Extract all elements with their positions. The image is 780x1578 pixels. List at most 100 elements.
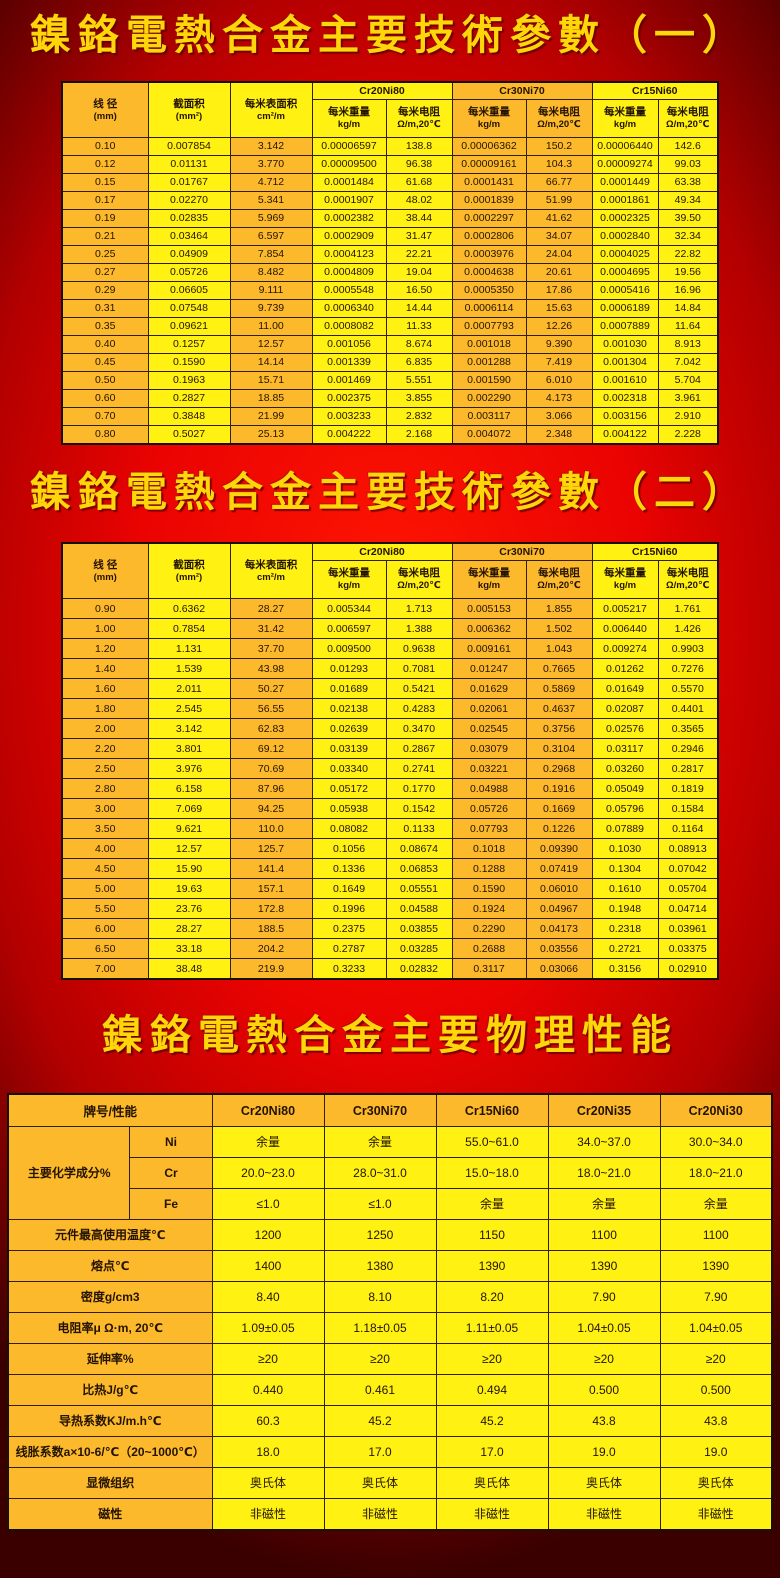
table-cell: 0.25 xyxy=(61,245,149,265)
table-cell: 7.419 xyxy=(525,353,593,373)
table-cell: 94.25 xyxy=(229,798,313,820)
table-cell: 8.10 xyxy=(323,1281,437,1314)
table-cell: 0.0006189 xyxy=(591,299,659,319)
table-row: 0.90 0.6362 28.27 0.005344 1.713 0.005153 1.85… xyxy=(61,598,719,620)
table-cell: 0.07419 xyxy=(525,858,593,880)
table-row: 2.00 3.142 62.83 0.02639 0.3470 0.02545 0.3756… xyxy=(61,718,719,740)
table-row: 0.17 0.02270 5.341 0.0001907 48.02 0.0001839 5… xyxy=(61,191,719,211)
table-cell: 0.1288 xyxy=(451,858,527,880)
col-header-cr20ni35: Cr20Ni35 xyxy=(547,1093,661,1128)
table-cell: 0.02270 xyxy=(147,191,231,211)
sub-header-weight: 每米重量 kg/m xyxy=(311,560,387,600)
table-cell: 5.551 xyxy=(385,371,453,391)
table-cell: 1.80 xyxy=(61,698,149,720)
table-cell: 0.2787 xyxy=(311,938,387,960)
table-cell: 7.042 xyxy=(657,353,719,373)
table-cell: 0.7081 xyxy=(385,658,453,680)
table-cell: 43.8 xyxy=(547,1405,661,1438)
table-cell: 14.84 xyxy=(657,299,719,319)
table-cell: 2.20 xyxy=(61,738,149,760)
sub-header-resistance: 每米电阻 Ω/m,20℃ xyxy=(657,560,719,600)
table-row: 5.00 19.63 157.1 0.1649 0.05551 0.1590 0.06010… xyxy=(61,878,719,900)
table-cell: 0.002318 xyxy=(591,389,659,409)
table-cell: 0.5869 xyxy=(525,678,593,700)
col-header-wire-diameter: 线 径 (mm) xyxy=(61,81,149,139)
col-header-cr20ni80: Cr20Ni80 xyxy=(211,1093,325,1128)
table-cell: 0.001590 xyxy=(451,371,527,391)
table-cell: 1.40 xyxy=(61,658,149,680)
physical-props-table: 牌号/性能 Cr20Ni80 Cr30Ni70 Cr15Ni60 Cr20Ni3… xyxy=(6,1093,773,1532)
table-cell: 0.5421 xyxy=(385,678,453,700)
table-cell: 0.15 xyxy=(61,173,149,193)
sub-header-weight: 每米重量 kg/m xyxy=(451,560,527,600)
table-cell: 0.05938 xyxy=(311,798,387,820)
table-cell: 0.001056 xyxy=(311,335,387,355)
table-cell: 1.09±0.05 xyxy=(211,1312,325,1345)
table-cell: 0.00009500 xyxy=(311,155,387,175)
tech-params-table-1: 线 径 (mm) 截面积 (mm²) 每米表面积 cm²/m Cr20Ni80 Cr3… xyxy=(61,81,719,446)
sub-header-resistance: 每米电阻 Ω/m,20℃ xyxy=(657,99,719,139)
table-cell: 奥氏体 xyxy=(547,1467,661,1500)
table-cell: 0.002375 xyxy=(311,389,387,409)
sub-header-weight: 每米重量 kg/m xyxy=(591,560,659,600)
table-cell: 3.50 xyxy=(61,818,149,840)
table-cell: 0.461 xyxy=(323,1374,437,1407)
row-label: 显微组织 xyxy=(7,1467,213,1500)
table-cell: 0.01293 xyxy=(311,658,387,680)
table-row: 0.31 0.07548 9.739 0.0006340 14.44 0.0006114 1… xyxy=(61,299,719,319)
table-cell: 0.2946 xyxy=(657,738,719,760)
table-cell: 0.005344 xyxy=(311,598,387,620)
table-row: 6.50 33.18 204.2 0.2787 0.03285 0.2688 0.03556… xyxy=(61,938,719,960)
table-cell: 非磁性 xyxy=(323,1498,437,1531)
table-cell: 3.855 xyxy=(385,389,453,409)
table-cell: 1.04±0.05 xyxy=(547,1312,661,1345)
table-cell: 5.341 xyxy=(229,191,313,211)
table-cell: 34.07 xyxy=(525,227,593,247)
table-cell: 3.066 xyxy=(525,407,593,427)
table-cell: 0.00009274 xyxy=(591,155,659,175)
table-cell: 28.27 xyxy=(229,598,313,620)
table-cell: 0.03139 xyxy=(311,738,387,760)
table-cell: 0.2827 xyxy=(147,389,231,409)
table-cell: 16.50 xyxy=(385,281,453,301)
spec-sheet-page: 鎳鉻電熱合金主要技術參數（一） 线 径 (mm) 截面积 (mm²) 每米表面积 cm… xyxy=(6,11,773,1532)
row-label: 密度g/cm3 xyxy=(7,1281,213,1314)
table-cell: 3.00 xyxy=(61,798,149,820)
table-cell: 0.5027 xyxy=(147,425,231,445)
table-cell: 3.142 xyxy=(147,718,231,740)
table-cell: 0.001339 xyxy=(311,353,387,373)
table-cell: 0.9638 xyxy=(385,638,453,660)
table-cell: 69.12 xyxy=(229,738,313,760)
table-cell: 0.00006597 xyxy=(311,137,387,157)
table-cell: 0.3233 xyxy=(311,958,387,980)
table-cell: 8.40 xyxy=(211,1281,325,1314)
table-row: 0.12 0.01131 3.770 0.00009500 96.38 0.0000916… xyxy=(61,155,719,175)
table-cell: 1250 xyxy=(323,1219,437,1252)
table-cell: 8.482 xyxy=(229,263,313,283)
table-cell: 31.42 xyxy=(229,618,313,640)
table-row: 0.25 0.04909 7.854 0.0004123 22.21 0.0003976 2… xyxy=(61,245,719,265)
table-cell: 0.01767 xyxy=(147,173,231,193)
table-cell: 0.1819 xyxy=(657,778,719,800)
table-cell: 0.01689 xyxy=(311,678,387,700)
table-cell: 14.44 xyxy=(385,299,453,319)
table-row: 0.45 0.1590 14.14 0.001339 6.835 0.001288 7.41… xyxy=(61,353,719,373)
table-row: 0.80 0.5027 25.13 0.004222 2.168 0.004072 2.34… xyxy=(61,425,719,445)
table-cell: 0.002290 xyxy=(451,389,527,409)
col-header-wire-diameter: 线 径 (mm) xyxy=(61,542,149,600)
table-cell: 19.63 xyxy=(147,878,231,900)
table-cell: 0.35 xyxy=(61,317,149,337)
title-tech-params-2: 鎳鉻電熱合金主要技術參數（二） xyxy=(30,468,750,517)
table-cell: 66.77 xyxy=(525,173,593,193)
table-cell: 0.4637 xyxy=(525,698,593,720)
group-header-cr30ni70: Cr30Ni70 xyxy=(451,542,593,562)
table-cell: 余量 xyxy=(323,1126,437,1159)
table-cell: 0.3565 xyxy=(657,718,719,740)
table-cell: 余量 xyxy=(547,1188,661,1221)
table-row: 0.27 0.05726 8.482 0.0004809 19.04 0.0004638 2… xyxy=(61,263,719,283)
table-cell: 17.0 xyxy=(323,1436,437,1469)
table-cell: 0.001018 xyxy=(451,335,527,355)
table-cell: 63.38 xyxy=(657,173,719,193)
table-cell: 0.1304 xyxy=(591,858,659,880)
table-cell: 0.02639 xyxy=(311,718,387,740)
